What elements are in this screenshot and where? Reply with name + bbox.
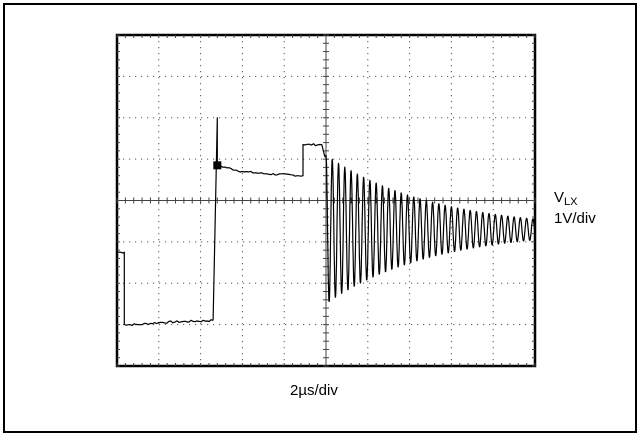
- oscilloscope-chart: [115, 33, 537, 368]
- channel-label: VLX: [554, 189, 578, 208]
- trigger-marker: [213, 161, 222, 170]
- signal-trace: [117, 117, 536, 327]
- trace-segment-2: [212, 117, 326, 321]
- channel-scale-label: 1V/div: [554, 210, 596, 227]
- trace-segment-3: [325, 154, 536, 302]
- graticule: [115, 33, 537, 368]
- trace-segment-1: [117, 251, 214, 327]
- time-scale-label: 2µs/div: [290, 382, 338, 399]
